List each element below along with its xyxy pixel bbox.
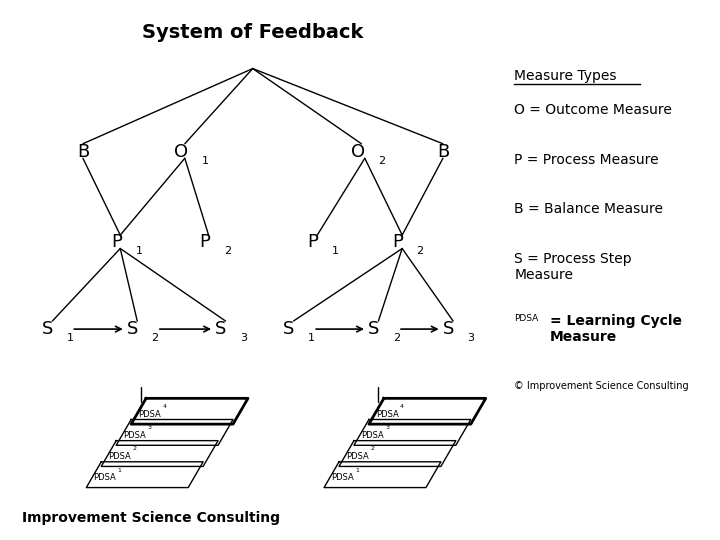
Text: S: S	[368, 320, 379, 338]
Text: Measure Types: Measure Types	[514, 69, 617, 83]
Text: PDSA: PDSA	[514, 314, 539, 322]
Text: © Improvement Science Consulting: © Improvement Science Consulting	[514, 381, 689, 390]
Text: 2: 2	[416, 246, 423, 256]
Text: 1: 1	[355, 468, 359, 472]
Text: P = Process Measure: P = Process Measure	[514, 153, 659, 167]
Text: 2: 2	[392, 333, 400, 343]
Text: PDSA: PDSA	[346, 452, 369, 461]
Text: 1: 1	[117, 468, 122, 472]
Text: S: S	[443, 320, 454, 338]
Text: 2: 2	[151, 333, 158, 343]
Text: P: P	[112, 233, 122, 251]
Text: PDSA: PDSA	[331, 473, 354, 482]
Text: 3: 3	[467, 333, 474, 343]
Text: O: O	[351, 143, 365, 161]
Text: 4: 4	[400, 404, 404, 409]
Text: S: S	[42, 320, 53, 338]
Text: 2: 2	[224, 246, 231, 256]
Text: 1: 1	[136, 246, 143, 256]
Text: B: B	[437, 143, 449, 161]
Text: S: S	[127, 320, 138, 338]
Text: S: S	[283, 320, 294, 338]
Text: 2: 2	[379, 156, 385, 166]
Text: B: B	[77, 143, 89, 161]
Text: Improvement Science Consulting: Improvement Science Consulting	[22, 511, 280, 525]
Text: S: S	[215, 320, 227, 338]
Text: S = Process Step
Measure: S = Process Step Measure	[514, 252, 632, 282]
Text: B = Balance Measure: B = Balance Measure	[514, 202, 663, 217]
Text: 1: 1	[67, 333, 73, 343]
Text: System of Feedback: System of Feedback	[142, 23, 364, 42]
Text: = Learning Cycle
Measure: = Learning Cycle Measure	[549, 314, 682, 344]
Text: PDSA: PDSA	[361, 431, 384, 440]
Text: 3: 3	[148, 425, 151, 430]
Text: 1: 1	[307, 333, 315, 343]
Text: 1: 1	[202, 156, 209, 166]
Text: 2: 2	[132, 447, 137, 451]
Text: 3: 3	[240, 333, 247, 343]
Text: PDSA: PDSA	[138, 410, 161, 419]
Text: PDSA: PDSA	[376, 410, 398, 419]
Text: PDSA: PDSA	[108, 452, 131, 461]
Text: PDSA: PDSA	[93, 473, 116, 482]
Text: 4: 4	[163, 404, 166, 409]
Text: O = Outcome Measure: O = Outcome Measure	[514, 104, 672, 118]
Text: 3: 3	[385, 425, 390, 430]
Text: P: P	[392, 233, 403, 251]
Text: 1: 1	[331, 246, 338, 256]
Text: 2: 2	[370, 447, 374, 451]
Text: P: P	[199, 233, 211, 251]
Text: P: P	[307, 233, 318, 251]
Text: O: O	[174, 143, 189, 161]
Text: PDSA: PDSA	[123, 431, 145, 440]
